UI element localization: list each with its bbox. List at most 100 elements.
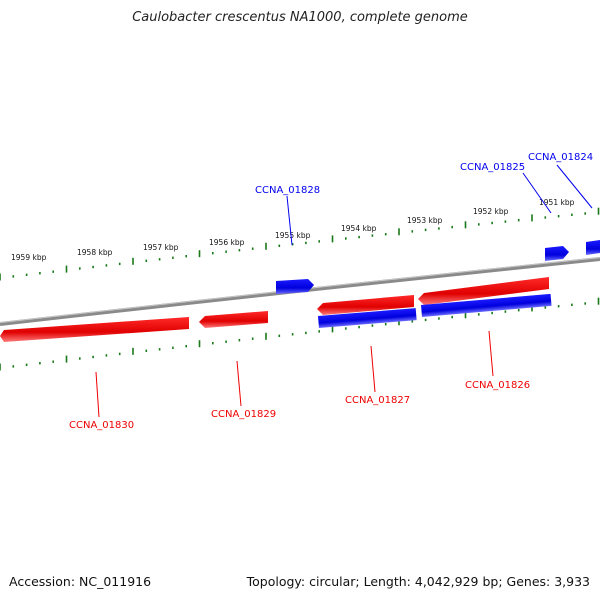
- kbp-label: 1954 kbp: [341, 224, 377, 233]
- kbp-label: 1956 kbp: [209, 238, 245, 247]
- gene-label-ccna-01828[interactable]: CCNA_01828: [255, 185, 320, 196]
- kbp-label: 1951 kbp: [539, 198, 575, 207]
- gene-label-ccna-01825[interactable]: CCNA_01825: [460, 162, 525, 173]
- minor-tick: [158, 258, 161, 261]
- minor-tick: [478, 223, 480, 226]
- genome-title: Caulobacter crescentus NA1000, complete …: [132, 10, 468, 25]
- minor-tick: [79, 357, 81, 360]
- minor-tick: [517, 309, 520, 312]
- minor-tick: [504, 310, 507, 313]
- minor-tick: [384, 323, 387, 326]
- minor-tick: [411, 320, 414, 323]
- kbp-label: 1955 kbp: [275, 231, 311, 240]
- minor-tick: [305, 241, 307, 245]
- major-tick: [265, 332, 267, 340]
- gene-label-ccna-01830[interactable]: CCNA_01830: [69, 420, 134, 431]
- leader-ccna-01829: [236, 360, 242, 407]
- major-tick: [132, 347, 134, 355]
- gene-label-ccna-01829[interactable]: CCNA_01829: [211, 409, 276, 420]
- gene-arrow-ccna-01827[interactable]: [317, 295, 414, 315]
- minor-tick: [39, 362, 41, 365]
- leader-ccna-01830: [95, 371, 100, 418]
- minor-tick: [291, 333, 294, 336]
- minor-tick: [358, 325, 360, 329]
- minor-tick: [52, 360, 54, 363]
- gene-arrow-ccna-01829[interactable]: [199, 311, 268, 328]
- gene-label-ccna-01824[interactable]: CCNA_01824: [528, 152, 593, 163]
- minor-tick: [251, 247, 254, 250]
- gene-arrow-ccna-01824[interactable]: [586, 240, 600, 255]
- minor-tick: [557, 305, 560, 308]
- genome-summary-text: Topology: circular; Length: 4,042,929 bp…: [246, 574, 590, 589]
- minor-tick: [185, 255, 187, 258]
- leader-ccna-01824: [556, 164, 593, 209]
- minor-tick: [438, 227, 440, 230]
- minor-tick: [411, 230, 414, 233]
- major-tick: [531, 304, 533, 312]
- minor-tick: [185, 345, 187, 348]
- minor-tick: [345, 237, 347, 240]
- gene-arrow-ccna-01825[interactable]: [545, 246, 569, 261]
- minor-tick: [79, 267, 81, 270]
- minor-tick: [557, 215, 560, 218]
- kbp-labels: 1959 kbp 1958 kbp 1957 kbp 1956 kbp 1955…: [11, 198, 575, 262]
- label-leaders: [95, 164, 593, 418]
- minor-tick: [371, 234, 374, 237]
- reverse-strand-genes: [0, 277, 549, 342]
- minor-tick: [105, 264, 108, 267]
- minor-tick: [172, 346, 174, 349]
- minor-tick: [238, 249, 241, 252]
- minor-tick: [571, 303, 573, 306]
- minor-tick: [384, 233, 387, 236]
- minor-tick: [92, 265, 94, 269]
- gene-arrow-ccna-01827-forward[interactable]: [318, 308, 417, 328]
- minor-tick: [118, 262, 121, 266]
- lower-tick-track: [0, 297, 600, 371]
- minor-tick: [212, 252, 214, 255]
- minor-tick: [12, 275, 15, 278]
- minor-tick: [451, 225, 453, 229]
- minor-tick: [424, 318, 427, 322]
- forward-strand-genes: [276, 240, 600, 328]
- major-tick: [65, 355, 68, 363]
- minor-tick: [478, 313, 480, 316]
- gene-label-ccna-01827[interactable]: CCNA_01827: [345, 395, 410, 406]
- major-tick: [331, 325, 334, 333]
- leader-ccna-01825: [522, 172, 552, 214]
- minor-tick: [238, 339, 241, 342]
- gene-arrow-ccna-01826[interactable]: [418, 277, 549, 305]
- kbp-label: 1953 kbp: [407, 216, 443, 225]
- minor-tick: [251, 337, 254, 340]
- kbp-label: 1957 kbp: [143, 243, 179, 252]
- minor-tick: [12, 365, 15, 368]
- major-tick: [331, 235, 334, 243]
- gene-arrow-ccna-01830[interactable]: [0, 317, 189, 342]
- major-tick: [65, 265, 68, 273]
- gene-label-ccna-01826[interactable]: CCNA_01826: [465, 380, 530, 391]
- major-tick: [398, 318, 400, 326]
- gene-labels: CCNA_01824 CCNA_01825 CCNA_01828 CCNA_01…: [69, 152, 593, 431]
- minor-tick: [225, 250, 227, 253]
- kbp-label: 1959 kbp: [11, 253, 47, 262]
- major-tick: [398, 228, 400, 236]
- minor-tick: [451, 315, 453, 319]
- minor-tick: [345, 327, 347, 330]
- minor-tick: [278, 244, 281, 247]
- major-tick: [198, 340, 201, 348]
- minor-tick: [318, 330, 320, 333]
- minor-tick: [318, 240, 320, 243]
- minor-tick: [584, 212, 586, 215]
- minor-tick: [225, 340, 227, 343]
- major-tick: [597, 297, 600, 305]
- major-tick: [132, 257, 134, 265]
- gene-arrow-ccna-01828[interactable]: [276, 279, 314, 294]
- minor-tick: [145, 349, 148, 352]
- minor-tick: [145, 259, 148, 262]
- minor-tick: [278, 334, 281, 337]
- minor-tick: [212, 342, 214, 345]
- accession-text: Accession: NC_011916: [9, 574, 152, 589]
- major-tick: [464, 221, 467, 229]
- minor-tick: [172, 256, 174, 259]
- gene-arrow-ccna-01826-forward[interactable]: [421, 293, 552, 317]
